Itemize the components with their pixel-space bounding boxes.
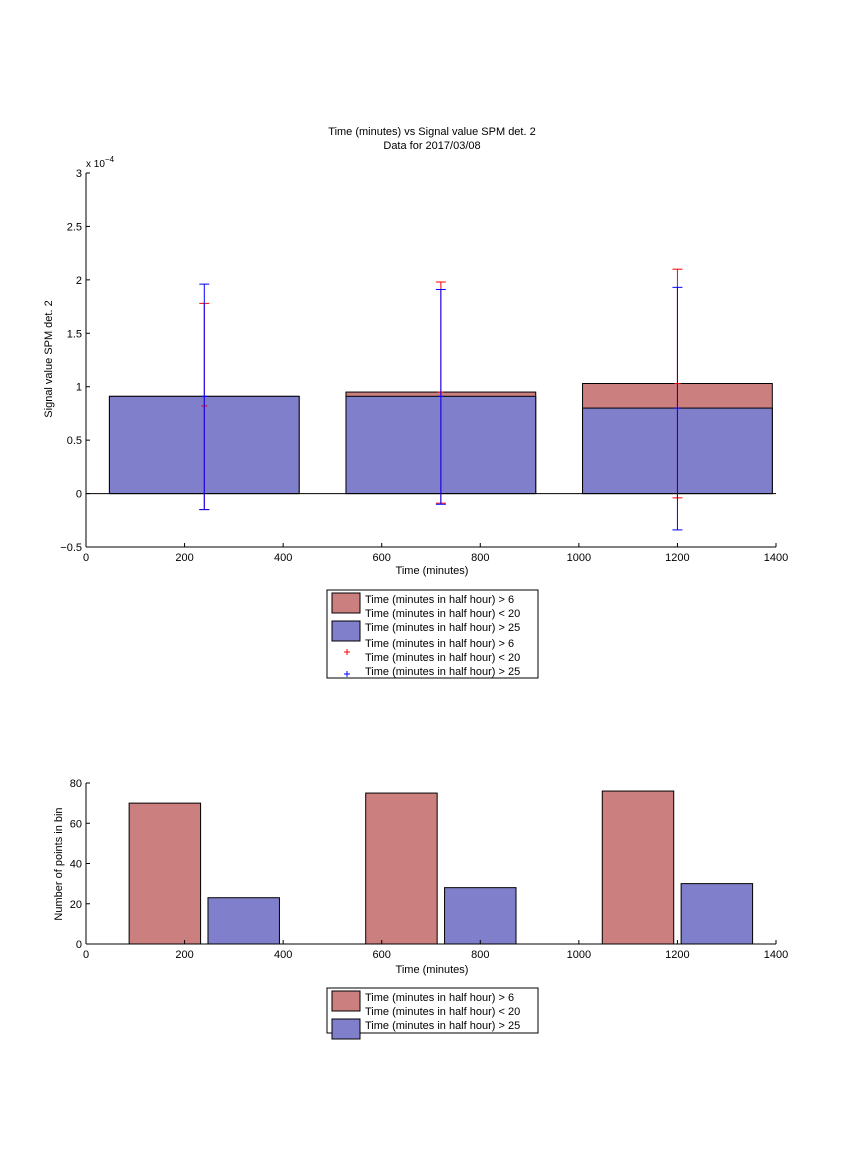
bar-blue xyxy=(444,887,517,945)
axes-layer: 0 200 400 600 800 1000 1200 1400−0.500.511.522.… xyxy=(60,168,788,564)
legend-swatch xyxy=(331,990,361,1012)
chart-title: Time (minutes) vs Signal value SPM det. … xyxy=(328,126,535,138)
bars-layer xyxy=(128,790,754,945)
y-tick-label: 60 xyxy=(70,818,82,830)
legend-label: Time (minutes in half hour) > 6 xyxy=(365,594,514,606)
bar-red xyxy=(601,790,675,945)
bar-red xyxy=(365,792,438,945)
y-tick-label: 0 xyxy=(76,489,82,501)
y-tick-label: 20 xyxy=(70,899,82,911)
legend-label: Time (minutes in half hour) > 6 xyxy=(365,992,514,1004)
x-tick-label: 1000 xyxy=(567,949,591,961)
y-tick-label: 80 xyxy=(70,778,82,790)
x-tick-label: 800 xyxy=(471,552,489,564)
x-tick-label: 200 xyxy=(175,552,193,564)
signal-chart: Time (minutes) vs Signal value SPM det. … xyxy=(43,126,788,679)
x-tick-label: 800 xyxy=(471,949,489,961)
legend-label: Time (minutes in half hour) < 20 xyxy=(365,652,520,664)
x-axis-label: Time (minutes) xyxy=(396,565,469,577)
error-bars-layer xyxy=(199,268,683,531)
bars-layer xyxy=(86,383,776,495)
y-tick-label: 0.5 xyxy=(67,435,82,447)
x-tick-label: 600 xyxy=(373,949,391,961)
x-tick-label: 1200 xyxy=(665,552,689,564)
legend-label: Time (minutes in half hour) < 20 xyxy=(365,608,520,620)
legend-label: Time (minutes in half hour) > 6 xyxy=(365,638,514,650)
bar-blue xyxy=(207,897,280,945)
y-tick-label: 2.5 xyxy=(67,221,82,233)
legend-swatch xyxy=(331,620,361,642)
exponent-label: x 10−4 xyxy=(86,155,115,170)
chart-subtitle: Data for 2017/03/08 xyxy=(383,140,480,152)
axes-layer: 0 200 400 600 800 1000 1200 1400 0 20 40 60 80 xyxy=(70,778,788,961)
bar-red xyxy=(128,802,202,945)
y-tick-label: −0.5 xyxy=(60,542,82,554)
y-tick-label: 2 xyxy=(76,275,82,287)
x-tick-label: 1000 xyxy=(567,552,591,564)
legend-label: Time (minutes in half hour) < 20 xyxy=(365,1006,520,1018)
y-axis-label: Signal value SPM det. 2 xyxy=(43,300,55,417)
x-tick-label: 1400 xyxy=(764,949,788,961)
y-tick-label: 1.5 xyxy=(67,328,82,340)
legend-box xyxy=(326,987,539,1034)
y-axis-label: Number of points in bin xyxy=(53,807,65,920)
x-tick-label: 400 xyxy=(274,552,292,564)
y-tick-label: 40 xyxy=(70,859,82,871)
legend-swatch xyxy=(331,1018,361,1040)
bar-blue xyxy=(680,883,754,945)
x-tick-label: 1200 xyxy=(665,949,689,961)
count-chart: 0 200 400 600 800 1000 1200 1400 0 20 40 60 80 Time … xyxy=(53,778,788,1040)
x-tick-label: 200 xyxy=(175,949,193,961)
legend-box xyxy=(326,589,539,679)
legend-swatch xyxy=(331,592,361,614)
x-tick-label: 1400 xyxy=(764,552,788,564)
legend-label: Time (minutes in half hour) > 25 xyxy=(365,666,520,678)
y-tick-label: 1 xyxy=(76,382,82,394)
y-tick-label: 3 xyxy=(76,168,82,180)
legend: Time (minutes in half hour) > 6 Time (min… xyxy=(326,987,539,1040)
x-tick-label: 0 xyxy=(83,552,89,564)
x-tick-label: 0 xyxy=(83,949,89,961)
y-tick-label: 0 xyxy=(76,939,82,951)
exponent-power: −4 xyxy=(105,155,115,164)
legend-label: Time (minutes in half hour) > 25 xyxy=(365,1020,520,1032)
legend: Time (minutes in half hour) > 6 Time (min… xyxy=(326,589,539,679)
x-tick-label: 600 xyxy=(373,552,391,564)
x-axis-label: Time (minutes) xyxy=(396,964,469,976)
x-tick-label: 400 xyxy=(274,949,292,961)
legend-label: Time (minutes in half hour) > 25 xyxy=(365,622,520,634)
